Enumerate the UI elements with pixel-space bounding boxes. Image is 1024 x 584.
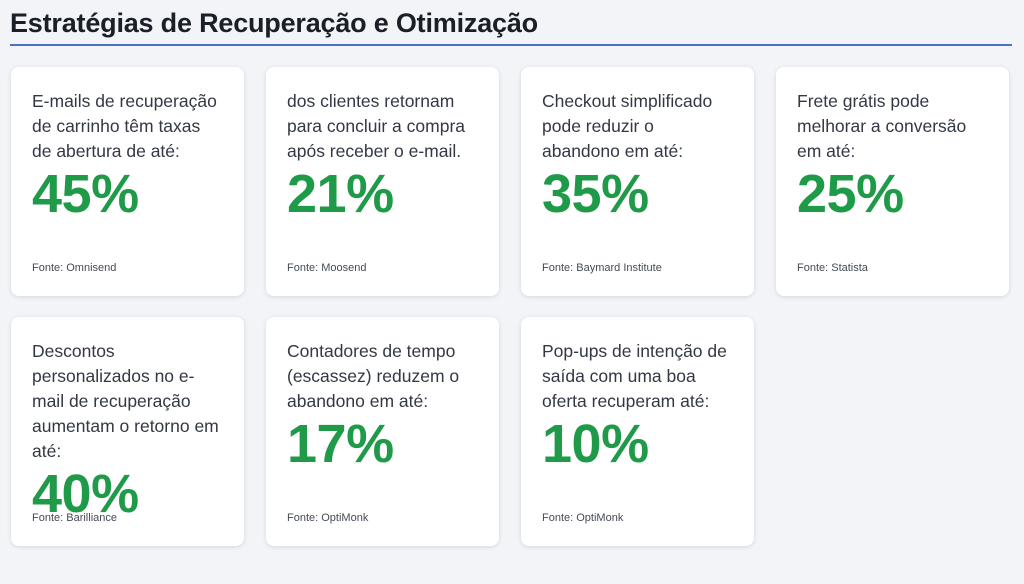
stat-card-email-open-rate: E-mails de recuperação de carrinho têm t…: [11, 67, 244, 296]
card-description: Pop-ups de intenção de saída com uma boa…: [542, 341, 727, 411]
stat-card-free-shipping: Frete grátis pode melhorar a conversão e…: [776, 67, 1009, 296]
card-stat-value: 10%: [542, 414, 649, 474]
card-stat-value: 21%: [287, 164, 394, 224]
stat-card-customer-return: dos clientes retornam para concluir a co…: [266, 67, 499, 296]
card-description: dos clientes retornam para concluir a co…: [287, 91, 465, 161]
page-title: Estratégias de Recuperação e Otimização: [10, 8, 538, 38]
card-source: Fonte: Statista: [797, 262, 868, 274]
stat-card-personalized-discounts: Descontos personalizados no e-mail de re…: [11, 317, 244, 546]
card-stat-value: 25%: [797, 164, 904, 224]
card-source: Fonte: OptiMonk: [287, 512, 369, 524]
stat-card-exit-intent-popups: Pop-ups de intenção de saída com uma boa…: [521, 317, 754, 546]
card-source: Fonte: OptiMonk: [542, 512, 624, 524]
card-stat-value: 17%: [287, 414, 394, 474]
stat-card-grid: E-mails de recuperação de carrinho têm t…: [10, 67, 1014, 546]
title-divider: [10, 44, 1012, 46]
card-description: Contadores de tempo (escassez) reduzem o…: [287, 341, 460, 411]
card-stat-value: 45%: [32, 164, 139, 224]
card-stat-value: 35%: [542, 164, 649, 224]
stat-card-countdown-timers: Contadores de tempo (escassez) reduzem o…: [266, 317, 499, 546]
card-stat-value: 40%: [32, 464, 139, 524]
header: Estratégias de Recuperação e Otimização: [10, 0, 1014, 46]
card-source: Fonte: Barilliance: [32, 512, 117, 524]
card-description: Frete grátis pode melhorar a conversão e…: [797, 91, 967, 161]
card-description: E-mails de recuperação de carrinho têm t…: [32, 91, 217, 161]
card-description: Checkout simplificado pode reduzir o aba…: [542, 91, 713, 161]
card-source: Fonte: Omnisend: [32, 262, 117, 274]
card-source: Fonte: Moosend: [287, 262, 367, 274]
stat-card-simplified-checkout: Checkout simplificado pode reduzir o aba…: [521, 67, 754, 296]
card-source: Fonte: Baymard Institute: [542, 262, 662, 274]
card-description: Descontos personalizados no e-mail de re…: [32, 341, 219, 461]
